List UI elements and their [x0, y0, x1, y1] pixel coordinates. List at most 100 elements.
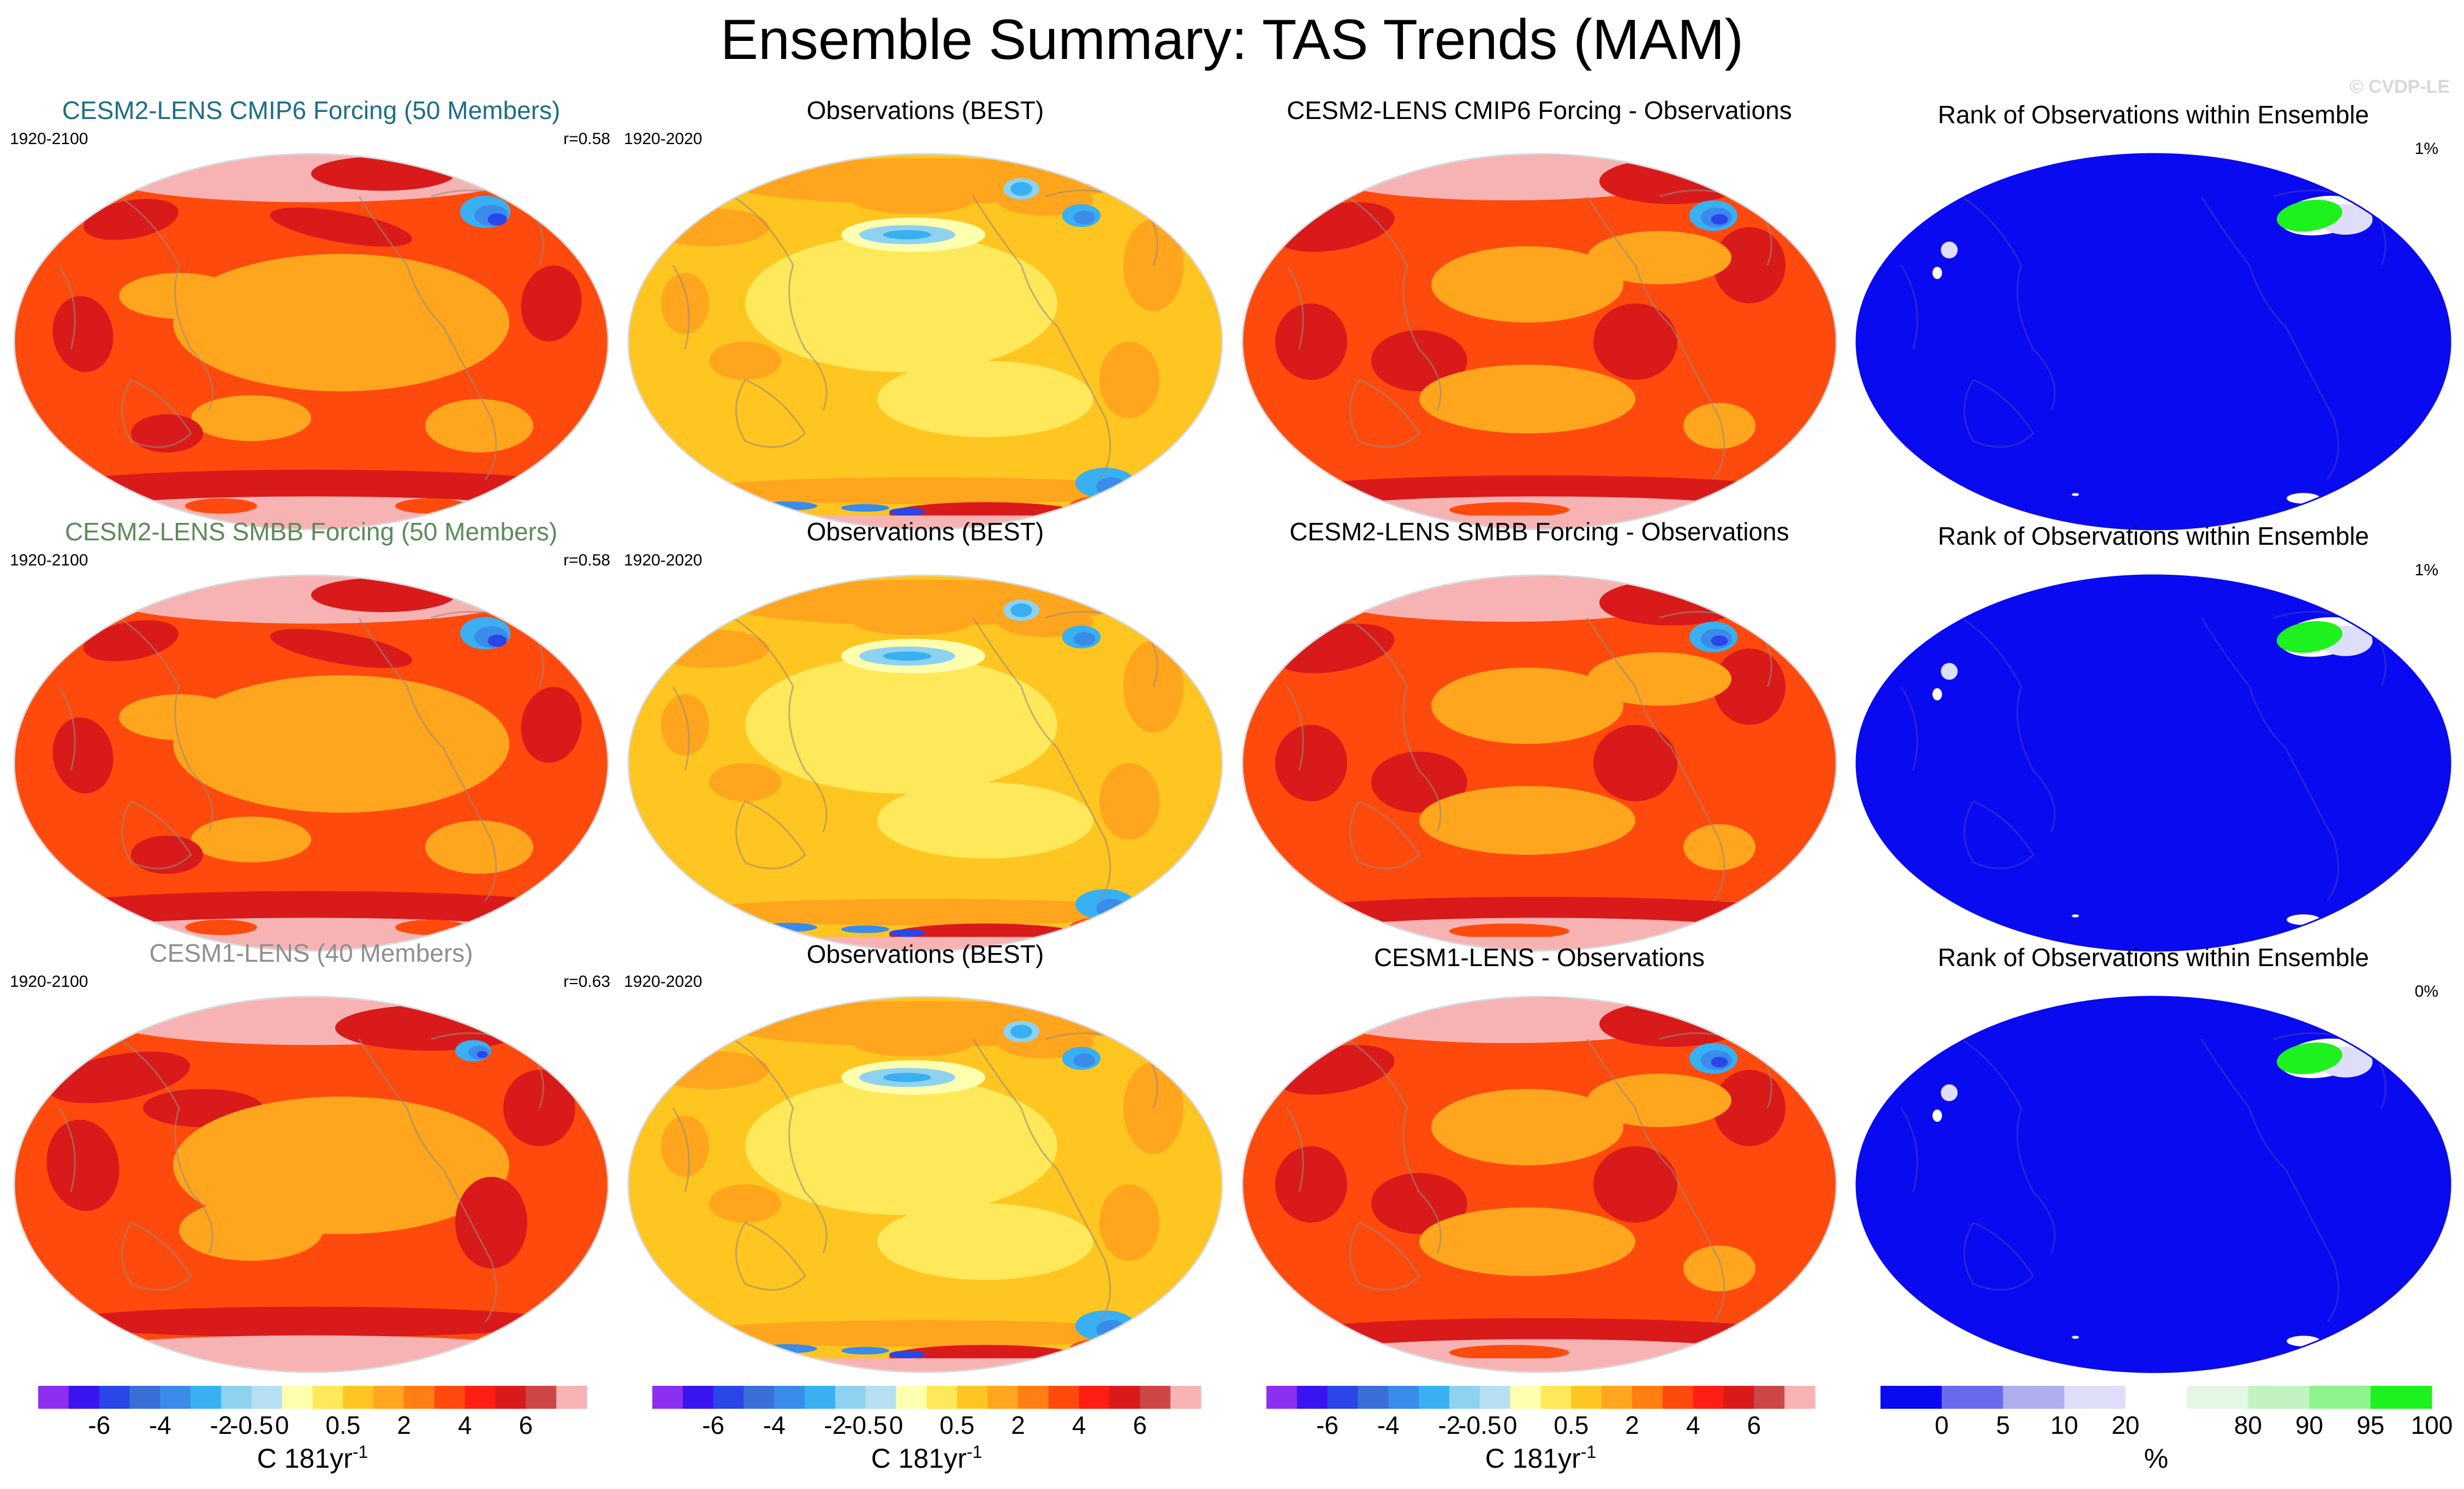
coastline	[118, 195, 213, 411]
trend-3-colorbar: -6 -4 -2-0.5 0 0.5 2 4 6 C 181yr-1	[1266, 1386, 1816, 1474]
coastline	[2200, 196, 2340, 480]
map-blob	[745, 656, 1057, 794]
map-outline	[627, 574, 1223, 952]
map-outline	[1855, 153, 2451, 531]
map-blob	[425, 399, 533, 452]
map-blob	[84, 620, 178, 662]
coastline	[735, 800, 806, 869]
map-blob	[1287, 897, 1792, 927]
period-label: 1920-2020	[624, 551, 702, 569]
map-blob	[521, 687, 582, 763]
trend-1-colorbar-swatch	[404, 1386, 435, 1409]
trend-3-colorbar-swatch	[1784, 1386, 1816, 1409]
coastline	[1349, 379, 1420, 448]
trend-2-colorbar-tick: -0.5	[844, 1411, 887, 1439]
coastline	[2200, 1039, 2340, 1323]
coastline	[1286, 686, 1304, 771]
map-blob	[1069, 1337, 1165, 1360]
map-blob	[685, 1320, 1165, 1347]
map-blob	[1713, 227, 1785, 303]
map-blob	[335, 1005, 527, 1051]
trend-3-colorbar-swatch	[1662, 1386, 1694, 1409]
trend-2-colorbar: -6 -4 -2-0.5 0 0.5 2 4 6 C 181yr-1	[652, 1386, 1201, 1474]
rank-colorbar-swatch	[2187, 1386, 2248, 1409]
rank-colorbar-swatch	[1942, 1386, 2003, 1409]
map-blob	[1683, 824, 1755, 870]
map-blob	[1099, 763, 1159, 839]
map-blob	[661, 694, 709, 755]
trend-2-colorbar-swatch	[1048, 1386, 1080, 1409]
map-blob	[1932, 688, 1942, 701]
coastline	[672, 686, 690, 771]
map-blob	[889, 1350, 925, 1359]
trend-2-colorbar-swatch	[926, 1386, 957, 1409]
map-blob	[1073, 632, 1096, 646]
rank-colorbar-tick: 90	[2295, 1411, 2323, 1439]
map-blob	[889, 508, 925, 516]
map-blob	[1371, 330, 1467, 391]
trend-3-colorbar-swatch	[1358, 1386, 1389, 1409]
map-blob	[47, 891, 575, 926]
rank-units-label: %	[2144, 1443, 2168, 1474]
map-outline	[1855, 996, 2451, 1373]
map-blob	[185, 498, 257, 514]
map-outline	[627, 996, 1223, 1373]
map-obs-0	[627, 153, 1223, 531]
trend-1-colorbar-tick: -2	[210, 1411, 233, 1439]
trend-1-colorbar-swatch	[129, 1386, 160, 1409]
coastline	[2200, 617, 2340, 901]
period-label: 1920-2100	[10, 551, 88, 569]
map-blob	[1419, 365, 1635, 433]
trend-3-colorbar-tick: 2	[1625, 1411, 1639, 1439]
rank-panel-title: Rank of Observations within Ensemble	[1938, 100, 2369, 129]
map-blob	[2072, 1336, 2079, 1339]
rank-colorbar-tick: 100	[2411, 1411, 2453, 1439]
correlation-label: r=0.58	[563, 130, 610, 148]
trend-2-colorbar-tick: 2	[1011, 1411, 1025, 1439]
map-field	[1856, 575, 2450, 951]
trend-2-colorbar-swatch	[987, 1386, 1019, 1409]
trend-2-colorbar-swatch	[652, 1386, 683, 1409]
antarctic-band	[14, 1358, 608, 1372]
trend-1-colorbar-swatch	[373, 1386, 404, 1409]
trend-1-colorbar: -6 -4 -2-0.5 0 0.5 2 4 6 C 181yr-1	[38, 1386, 587, 1474]
trend-3-colorbar-swatch	[1296, 1386, 1328, 1409]
map-background	[1856, 997, 2450, 1372]
coastline	[672, 1107, 690, 1193]
rank-value-label: 1%	[2415, 561, 2438, 579]
map-blob	[1593, 1146, 1677, 1223]
coastline	[733, 1038, 828, 1254]
diff-panel-title: CESM1-LENS - Observations	[1374, 943, 1705, 972]
trend-3-colorbar-swatch	[1693, 1386, 1724, 1409]
map-blob	[715, 1343, 751, 1350]
map-blob	[59, 1307, 563, 1337]
coastline	[1347, 617, 1442, 832]
map-blob	[179, 1200, 323, 1261]
trend-units-exponent: -1	[967, 1442, 982, 1462]
map-blob	[311, 156, 455, 191]
map-blob	[877, 361, 1093, 437]
map-diff-2	[1241, 996, 1837, 1373]
trend-units-exponent: -1	[353, 1442, 368, 1462]
trend-1-colorbar-tick: 0	[275, 1411, 289, 1439]
map-blob	[84, 199, 178, 240]
map-blob	[477, 1051, 488, 1058]
cvdp-watermark: © CVDP-LE	[2349, 76, 2450, 97]
trend-1-colorbar-tick: 4	[458, 1411, 472, 1439]
map-blob	[1069, 495, 1165, 517]
map-blob	[1419, 1207, 1635, 1276]
correlation-label: r=0.63	[563, 973, 610, 991]
map-blob	[1431, 246, 1623, 323]
map-blob	[1932, 266, 1942, 279]
map-blob	[1941, 1084, 1958, 1101]
map-blob	[487, 213, 507, 226]
map-blob	[46, 1119, 120, 1211]
map-blob	[1449, 1345, 1569, 1360]
map-blob	[1073, 1053, 1096, 1068]
map-obs-1	[627, 574, 1223, 952]
map-blob	[1941, 241, 1958, 259]
map-blob	[2313, 1339, 2330, 1347]
map-model2-2	[13, 996, 609, 1373]
coastline	[972, 1039, 1111, 1323]
coastline	[972, 196, 1111, 480]
